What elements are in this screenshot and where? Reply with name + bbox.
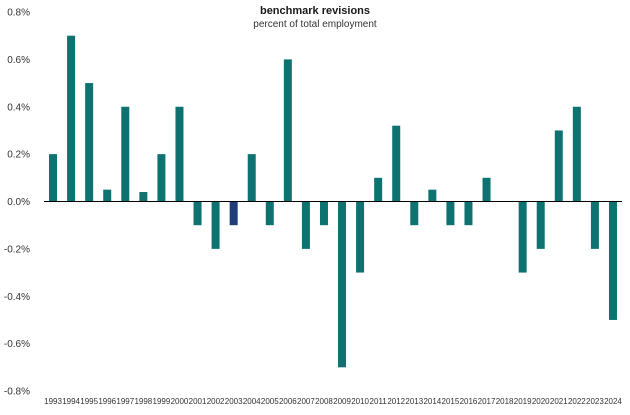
x-tick-label: 1999 xyxy=(153,397,171,406)
bar-1999 xyxy=(157,154,166,202)
bar-2020 xyxy=(536,201,545,249)
x-tick-label: 2019 xyxy=(514,397,532,406)
bar-2024 xyxy=(608,201,617,320)
bar-2007 xyxy=(301,201,310,249)
bar-2011 xyxy=(374,177,383,202)
bar-1997 xyxy=(121,106,130,202)
x-tick-label: 2017 xyxy=(478,397,496,406)
x-tick-label: 2020 xyxy=(532,397,550,406)
bar-2005 xyxy=(265,201,274,226)
bar-2008 xyxy=(319,201,328,226)
x-tick-label: 1995 xyxy=(80,397,98,406)
y-tick-label: -0.2% xyxy=(4,244,30,255)
bar-2021 xyxy=(554,130,563,202)
x-tick-label: 2023 xyxy=(586,397,604,406)
x-tick-label: 2024 xyxy=(604,397,622,406)
y-tick-label: 0.2% xyxy=(7,150,30,161)
x-tick-label: 2005 xyxy=(261,397,279,406)
y-tick-label: 0.6% xyxy=(7,55,30,66)
x-tick-label: 2021 xyxy=(550,397,568,406)
x-tick-label: 2007 xyxy=(297,397,315,406)
bar-2003 xyxy=(229,201,238,226)
x-tick-label: 1997 xyxy=(116,397,134,406)
chart-title: benchmark revisions xyxy=(260,5,370,17)
x-tick-label: 2008 xyxy=(315,397,333,406)
x-tick-label: 2013 xyxy=(405,397,423,406)
bar-2004 xyxy=(247,154,256,202)
x-tick-label: 2022 xyxy=(568,397,586,406)
y-tick-label: -0.8% xyxy=(4,387,30,398)
x-tick-label: 2018 xyxy=(496,397,514,406)
x-tick-label: 2014 xyxy=(423,397,441,406)
bar-2013 xyxy=(410,201,419,226)
x-tick-label: 2012 xyxy=(387,397,405,406)
x-tick-label: 1998 xyxy=(134,397,152,406)
bar-1993 xyxy=(49,154,58,202)
x-tick-label: 2001 xyxy=(189,397,207,406)
y-tick-label: -0.4% xyxy=(4,292,30,303)
x-tick-label: 2016 xyxy=(460,397,478,406)
x-tick-label: 1996 xyxy=(98,397,116,406)
y-tick-label: 0.4% xyxy=(7,102,30,113)
bar-2014 xyxy=(428,189,437,202)
bar-2015 xyxy=(446,201,455,226)
bars xyxy=(49,35,617,368)
bar-2006 xyxy=(283,59,292,202)
x-tick-label: 2004 xyxy=(243,397,261,406)
bar-2010 xyxy=(356,201,365,273)
bar-2009 xyxy=(338,201,347,368)
x-tick-label: 2000 xyxy=(171,397,189,406)
bar-2012 xyxy=(392,125,401,202)
bar-2019 xyxy=(518,201,527,273)
bar-1995 xyxy=(85,83,94,202)
bar-2023 xyxy=(590,201,599,249)
bar-2022 xyxy=(572,106,581,202)
y-tick-label: 0.0% xyxy=(7,197,30,208)
bar-2017 xyxy=(482,177,491,202)
x-tick-label: 2011 xyxy=(370,397,388,406)
bar-2000 xyxy=(175,106,184,202)
bar-1998 xyxy=(139,192,148,202)
x-tick-label: 2003 xyxy=(225,397,243,406)
bar-2016 xyxy=(464,201,473,226)
x-tick-label: 2009 xyxy=(333,397,351,406)
x-tick-label: 2002 xyxy=(207,397,225,406)
x-tick-label: 2006 xyxy=(279,397,297,406)
bar-1994 xyxy=(67,35,76,202)
x-tick-label: 1993 xyxy=(44,397,62,406)
x-tick-label: 2010 xyxy=(351,397,369,406)
x-tick-label: 1994 xyxy=(62,397,80,406)
bar-2002 xyxy=(211,201,220,249)
x-tick-label: 2015 xyxy=(442,397,460,406)
y-tick-label: 0.8% xyxy=(7,8,30,19)
bar-1996 xyxy=(103,189,112,202)
x-axis-ticks: 1993 1994 1995 1996 1997 1998 1999 2000 2001 2002… xyxy=(44,397,622,406)
chart-subtitle: percent of total employment xyxy=(253,19,377,30)
bar-2001 xyxy=(193,201,202,226)
y-tick-label: -0.6% xyxy=(4,339,30,350)
y-axis-ticks: 0.8% 0.6% 0.4% 0.2% 0.0% -0.2% -0.4% -0.6% -0.8% xyxy=(4,8,30,398)
